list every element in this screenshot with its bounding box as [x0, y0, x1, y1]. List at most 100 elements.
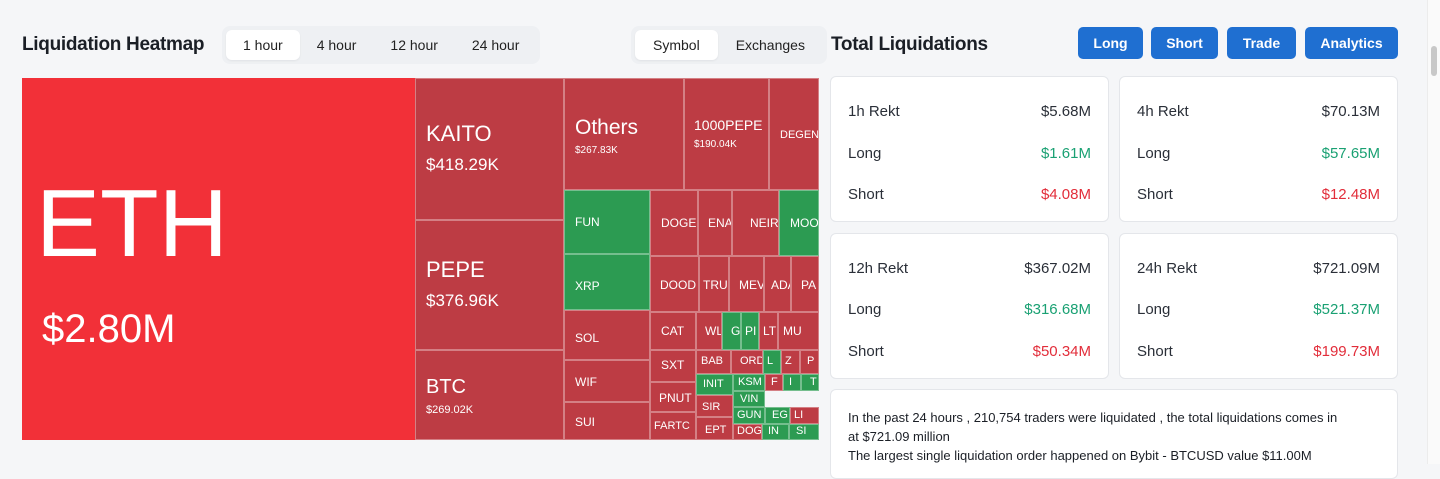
heatmap-tile-z[interactable]: Z	[781, 350, 800, 374]
heatmap-tile-ksm[interactable]: KSM	[733, 374, 765, 391]
heatmap-tile-ena[interactable]: ENA	[698, 190, 732, 256]
liquidations-title: Total Liquidations	[831, 34, 988, 55]
tile-value: $2.80M	[42, 307, 176, 352]
time-option-12h[interactable]: 12 hour	[390, 37, 438, 53]
tile-symbol: WIF	[575, 375, 597, 389]
tile-symbol: MOO	[790, 216, 819, 230]
tile-value: $190.04K	[694, 138, 737, 150]
tile-symbol: Others	[575, 116, 639, 139]
heatmap-tile-ord[interactable]: ORD	[731, 350, 763, 374]
heatmap-tile-init[interactable]: INIT	[696, 374, 733, 395]
heatmap-tile-tru[interactable]: TRU	[699, 256, 729, 312]
heatmap-tile-kaito[interactable]: KAITO $418.29K	[415, 78, 564, 220]
tile-symbol: TRU	[703, 278, 728, 292]
tile-symbol: SUI	[575, 415, 596, 429]
heatmap-tile-cat[interactable]: CAT	[650, 312, 696, 350]
heatmap-tile-i[interactable]: I	[783, 374, 801, 391]
heatmap-tile-wl[interactable]: WL	[696, 312, 722, 350]
tile-symbol: Z	[785, 355, 792, 367]
long-value: $316.68M	[1024, 301, 1091, 318]
heatmap-tile-in[interactable]: IN	[762, 424, 789, 440]
view-option-exchanges[interactable]: Exchanges	[735, 37, 805, 53]
tile-symbol: PEPE	[426, 257, 485, 282]
tile-symbol: PNUT	[659, 391, 692, 405]
heatmap-tile-sir[interactable]: SIR	[696, 395, 733, 417]
tile-symbol: WL	[705, 324, 722, 338]
heatmap-tile-degen[interactable]: DEGEN	[769, 78, 819, 190]
tile-symbol: T	[810, 376, 817, 388]
heatmap-tile-dood[interactable]: DOOD	[650, 256, 699, 312]
heatmap-tile-ada[interactable]: ADA	[764, 256, 791, 312]
card-label: 24h Rekt	[1137, 260, 1198, 277]
trade-button[interactable]: Trade	[1227, 27, 1296, 59]
heatmap-tile-bab[interactable]: BAB	[696, 350, 731, 374]
heatmap-tile-f[interactable]: F	[765, 374, 783, 391]
time-option-4h[interactable]: 4 hour	[316, 37, 357, 53]
heatmap-tile-l[interactable]: L	[763, 350, 781, 374]
short-button[interactable]: Short	[1151, 27, 1218, 59]
heatmap-tile-1000pepe[interactable]: 1000PEPE $190.04K	[684, 78, 769, 190]
heatmap-tile-neir[interactable]: NEIR	[732, 190, 779, 256]
tile-symbol: DOG	[737, 425, 762, 437]
scrollbar-thumb[interactable]	[1431, 46, 1437, 76]
heatmap-tile-ept[interactable]: EPT	[696, 417, 733, 440]
tile-symbol: CAT	[661, 324, 685, 338]
analytics-button[interactable]: Analytics	[1305, 27, 1398, 59]
card-total: $70.13M	[1321, 103, 1380, 120]
rekt-card-1h: 1h Rekt $5.68M Long $1.61M Short $4.08M	[830, 76, 1109, 222]
heatmap-tile-p[interactable]: P	[800, 350, 819, 374]
heatmap-tile-lt[interactable]: LT	[759, 312, 778, 350]
heatmap-tile-sol[interactable]: SOL	[564, 310, 650, 360]
heatmap-tile-pa[interactable]: PA	[791, 256, 819, 312]
tile-symbol: XRP	[575, 279, 600, 293]
tile-symbol: DEGEN	[780, 129, 819, 141]
summary-line-2: at $721.09 million	[848, 429, 950, 444]
time-option-24h[interactable]: 24 hour	[471, 37, 520, 53]
heatmap-tile-li[interactable]: LI	[790, 407, 819, 424]
time-option-1h[interactable]: 1 hour	[226, 30, 300, 60]
short-label: Short	[848, 186, 884, 203]
heatmap-tile-fartc[interactable]: FARTC	[650, 412, 696, 440]
long-button[interactable]: Long	[1078, 27, 1143, 59]
heatmap-tile-si[interactable]: SI	[789, 424, 819, 440]
heatmap-tile-vin[interactable]: VIN	[733, 391, 765, 407]
long-label: Long	[1137, 301, 1171, 318]
long-value: $521.37M	[1313, 301, 1380, 318]
tile-symbol: KAITO	[426, 121, 492, 146]
heatmap-tile-others[interactable]: Others $267.83K	[564, 78, 684, 190]
card-total: $367.02M	[1024, 260, 1091, 277]
tile-symbol: FARTC	[654, 420, 690, 432]
heatmap-tile-mev[interactable]: MEV	[729, 256, 764, 312]
heatmap-tile-doge[interactable]: DOGE	[650, 190, 698, 256]
long-value: $57.65M	[1321, 145, 1380, 162]
heatmap-tile-wif[interactable]: WIF	[564, 360, 650, 402]
long-value: $1.61M	[1040, 145, 1091, 162]
heatmap-tile-dog[interactable]: DOG	[733, 424, 762, 440]
page-scrollbar[interactable]	[1427, 0, 1440, 464]
heatmap-tile-eg[interactable]: EG	[765, 407, 790, 424]
time-range-selector: 1 hour 4 hour 12 hour 24 hour	[222, 26, 541, 64]
tile-symbol: DOOD	[660, 278, 696, 292]
heatmap-tile-t[interactable]: T	[801, 374, 819, 391]
view-option-symbol[interactable]: Symbol	[635, 30, 718, 60]
tile-symbol: NEIR	[750, 216, 779, 230]
heatmap-tile-gun[interactable]: GUN	[733, 407, 765, 424]
heatmap-tile-eth[interactable]: ETH $2.80M	[22, 78, 415, 440]
heatmap-tile-pnut[interactable]: PNUT	[650, 382, 696, 412]
heatmap-tile-fun[interactable]: FUN	[564, 190, 650, 254]
heatmap-tile-mu[interactable]: MU	[778, 312, 819, 350]
heatmap-tile-go[interactable]: GO	[722, 312, 741, 350]
heatmap-tile-btc[interactable]: BTC $269.02K	[415, 350, 564, 440]
heatmap-tile-pepe[interactable]: PEPE $376.96K	[415, 220, 564, 350]
heatmap-tile-xrp[interactable]: XRP	[564, 254, 650, 310]
tile-symbol: BTC	[426, 376, 466, 398]
short-label: Short	[1137, 343, 1173, 360]
tile-value: $267.83K	[575, 145, 618, 157]
heatmap-tile-pi[interactable]: PI	[741, 312, 759, 350]
heatmap-tile-moo[interactable]: MOO	[779, 190, 819, 256]
tile-symbol: L	[767, 355, 774, 367]
long-label: Long	[848, 145, 882, 162]
heatmap-tile-sxt[interactable]: SXT	[650, 350, 696, 382]
heatmap-tile-sui[interactable]: SUI	[564, 402, 650, 440]
tile-value: $418.29K	[426, 155, 499, 175]
